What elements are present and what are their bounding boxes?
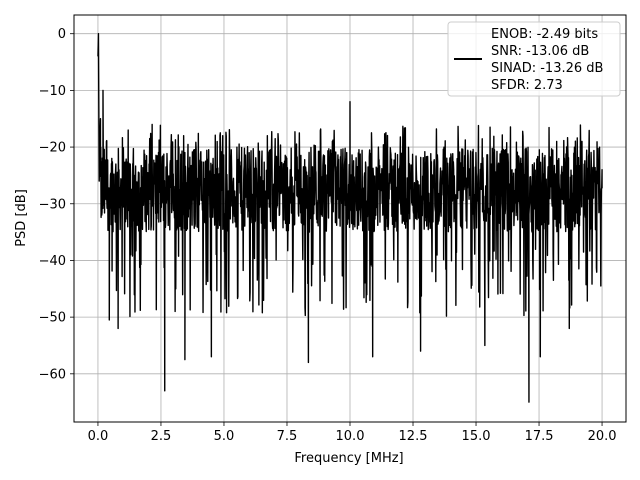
legend-sinad: SINAD: -13.26 dB bbox=[491, 61, 603, 76]
x-tick-label: 0.0 bbox=[88, 429, 109, 444]
y-tick-label: −10 bbox=[39, 84, 66, 99]
legend-enob: ENOB: -2.49 bits bbox=[491, 27, 598, 42]
legend-snr: SNR: -13.06 dB bbox=[491, 44, 589, 59]
x-axis-label: Frequency [MHz] bbox=[294, 451, 403, 466]
psd-series-line bbox=[97, 33, 603, 403]
y-tick-label: −50 bbox=[39, 311, 66, 326]
y-tick-label: −30 bbox=[39, 197, 66, 212]
y-tick-label: −20 bbox=[39, 141, 66, 156]
y-axis-label: PSD [dB] bbox=[14, 189, 29, 247]
x-tick-label: 15.0 bbox=[462, 429, 491, 444]
x-tick-label: 7.5 bbox=[277, 429, 298, 444]
x-tick-label: 5.0 bbox=[214, 429, 235, 444]
x-axis: 0.0 2.5 5.0 7.5 10.0 12.5 15.0 17.5 20.0 bbox=[88, 422, 617, 444]
x-tick-label: 17.5 bbox=[525, 429, 554, 444]
y-axis: 0 −10 −20 −30 −40 −50 −60 bbox=[39, 27, 74, 382]
legend-box bbox=[447, 21, 621, 97]
x-tick-label: 2.5 bbox=[151, 429, 172, 444]
legend: ENOB: -2.49 bits SNR: -13.06 dB SINAD: -… bbox=[447, 21, 621, 97]
x-tick-label: 12.5 bbox=[399, 429, 428, 444]
x-tick-label: 10.0 bbox=[336, 429, 365, 444]
x-tick-label: 20.0 bbox=[588, 429, 617, 444]
y-tick-label: −40 bbox=[39, 254, 66, 269]
series-layer bbox=[97, 33, 603, 403]
y-tick-label: 0 bbox=[58, 27, 66, 42]
y-tick-label: −60 bbox=[39, 367, 66, 382]
legend-sfdr: SFDR: 2.73 bbox=[491, 78, 563, 93]
